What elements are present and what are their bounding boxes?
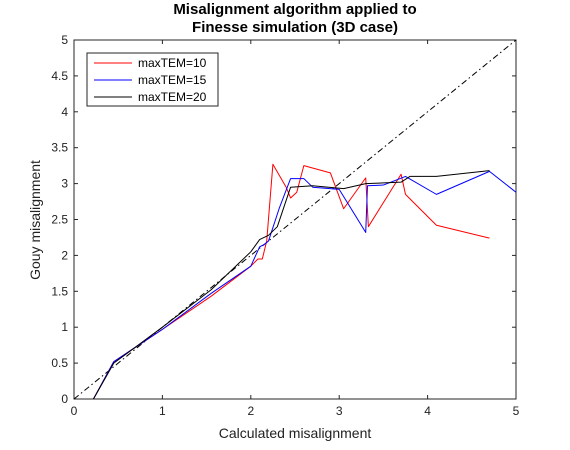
x-tick-label: 1	[159, 404, 166, 418]
y-tick-label: 2.5	[51, 213, 68, 227]
y-tick-label: 3	[61, 177, 68, 191]
chart-title-line-1: Misalignment algorithm applied to	[173, 1, 416, 18]
axis-ticks	[73, 39, 517, 400]
series-group	[93, 163, 517, 400]
legend-label-3: maxTEM=20	[138, 90, 207, 104]
y-tick-label: 5	[61, 33, 68, 47]
series-line-2	[93, 170, 517, 400]
y-tick-label: 0.5	[51, 356, 68, 370]
x-tick-label: 4	[424, 404, 431, 418]
y-tick-label: 0	[61, 392, 68, 406]
x-axis-label: Calculated misalignment	[219, 425, 372, 441]
y-axis-label: Gouy misalignment	[27, 160, 43, 280]
tick-labels: 0 1 2 3 4 5 0 0.5 1 1.5 2 2.5 3 3.5 4 4.5 5	[51, 33, 519, 418]
y-tick-label: 2	[61, 248, 68, 262]
x-tick-label: 3	[336, 404, 343, 418]
y-tick-label: 4	[61, 105, 68, 119]
legend-items: maxTEM=10 maxTEM=15 maxTEM=20	[94, 56, 207, 104]
series-line-1	[93, 163, 490, 400]
x-tick-label: 2	[247, 404, 254, 418]
y-tick-label: 3.5	[51, 141, 68, 155]
legend: maxTEM=10 maxTEM=15 maxTEM=20	[86, 52, 219, 107]
x-tick-label: 5	[513, 404, 520, 418]
series-line-3	[93, 170, 490, 400]
y-tick-label: 1	[61, 320, 68, 334]
legend-label-1: maxTEM=10	[138, 56, 207, 70]
y-tick-label: 4.5	[51, 69, 68, 83]
legend-label-2: maxTEM=15	[138, 73, 207, 87]
y-tick-label: 1.5	[51, 284, 68, 298]
chart-title-line-2: Finesse simulation (3D case)	[192, 19, 398, 36]
x-tick-label: 0	[71, 404, 78, 418]
